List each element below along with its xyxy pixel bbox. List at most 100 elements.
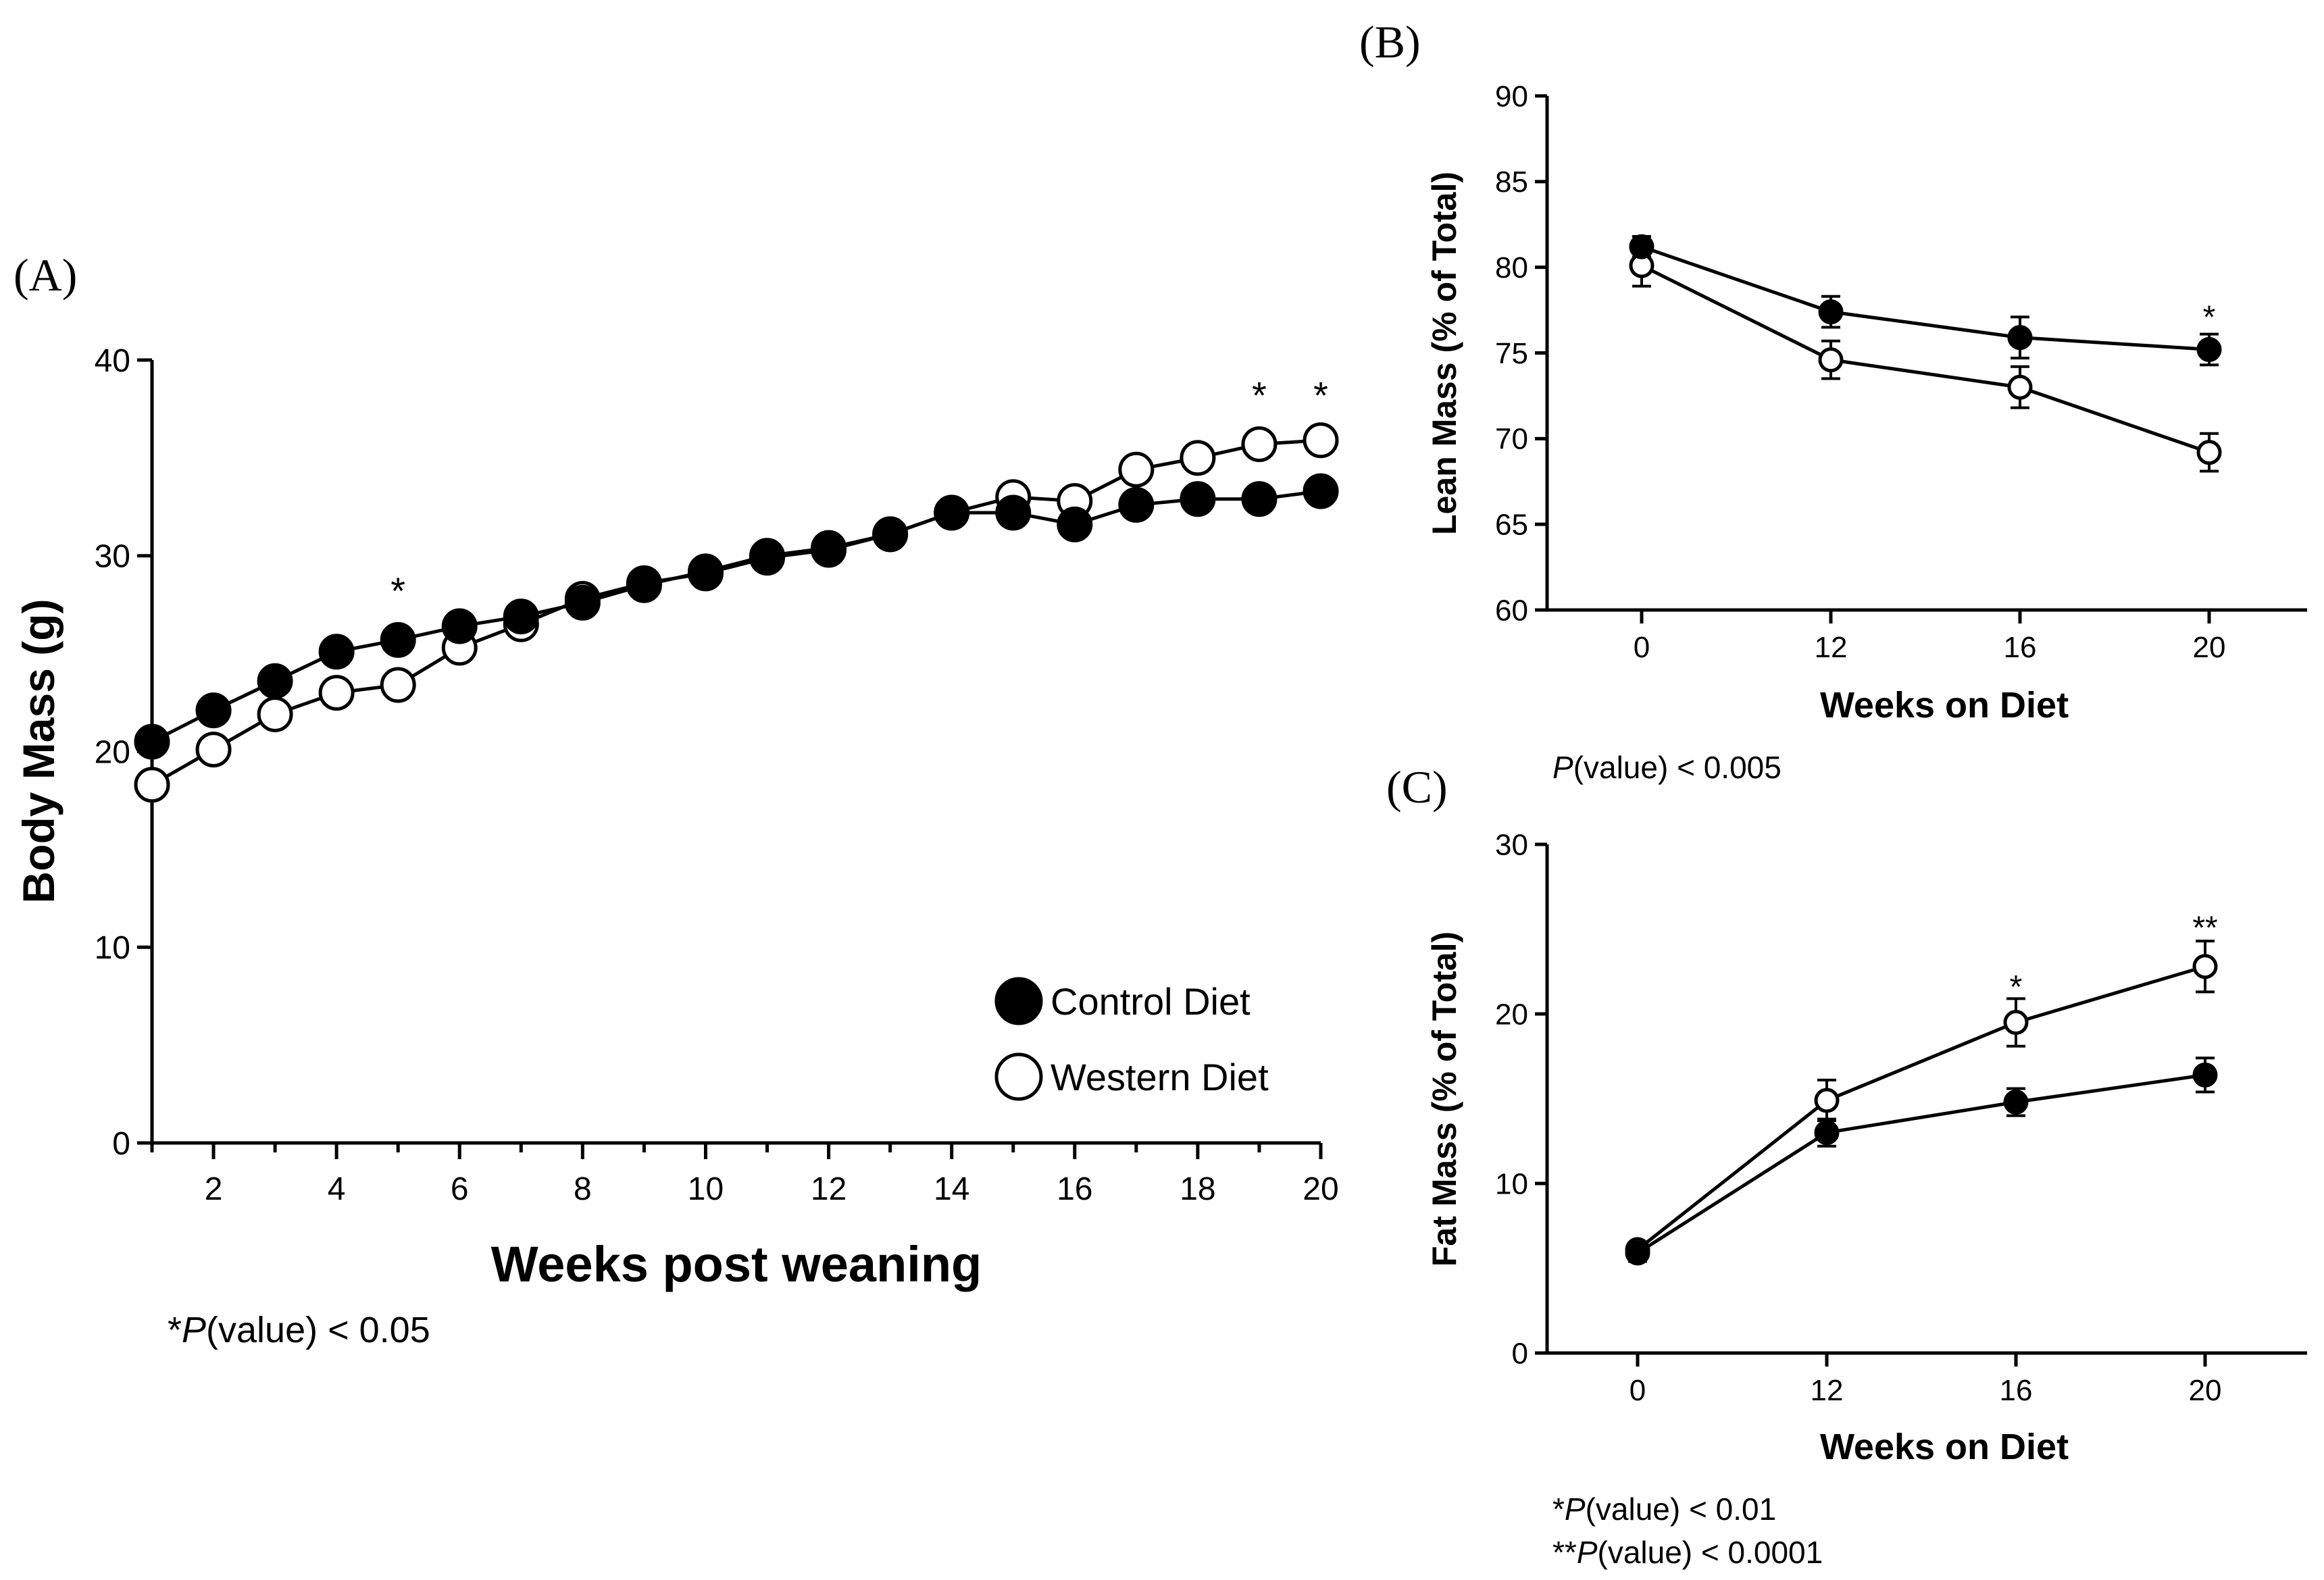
panel-b-footnote-suffix: (value) < 0.005 (1573, 750, 1782, 785)
panel-c-footnote-1-suffix: (value) < 0.01 (1586, 1492, 1777, 1527)
panel-c-x-ticks: 0 12 16 20 (1630, 1353, 2222, 1407)
panel-b-series-lines (1640, 245, 2210, 454)
panel-b-y-axis-title: Lean Mass (% of Total) (1425, 172, 1463, 535)
significance-marker-0: * (390, 569, 405, 612)
x-tick-label-4: 4 (328, 1171, 346, 1207)
marker-control-diet-1 (134, 723, 170, 760)
panel-c-markers (1625, 954, 2218, 1266)
x-tick-label-20: 20 (2189, 1374, 2222, 1407)
panel-c-x-axis-title: Weeks on Diet (1820, 1427, 2069, 1467)
x-tick-label-6: 6 (451, 1171, 469, 1207)
panel-a-y-ticks: 0 10 20 30 40 (95, 343, 152, 1162)
y-tick-label-70: 70 (1495, 423, 1528, 456)
panel-c-y-axis-title: Fat Mass (% of Total) (1425, 932, 1463, 1267)
panel-c-footnote-1: *P(value) < 0.01 (1552, 1492, 1776, 1527)
y-tick-label-30: 30 (95, 539, 130, 575)
y-tick-label-30: 30 (1495, 828, 1528, 861)
panel-b-x-ticks: 0 12 16 20 (1634, 610, 2226, 664)
panel-b-x-axis-title: Weeks on Diet (1820, 685, 2069, 725)
marker-western-diet-19 (1241, 426, 1278, 463)
panel-a-x-axis-title: Weeks post weaning (491, 1236, 982, 1292)
x-tick-label-14: 14 (934, 1171, 969, 1207)
x-tick-label-16: 16 (2004, 631, 2037, 664)
marker-control-diet-3 (2192, 1062, 2218, 1088)
panel-c-series-lines (1636, 965, 2206, 1255)
panel-b: (B) 60 65 70 75 80 85 90 0 12 16 20 * Lean Mass (… (1359, 16, 2307, 785)
panel-c-annotations: *** (2010, 910, 2218, 1005)
marker-western-diet-4 (318, 675, 355, 711)
panel-c-footnote-2-prefix: ** (1552, 1535, 1577, 1570)
marker-control-diet-9 (626, 567, 662, 603)
legend-label-western-diet: Western Diet (1051, 1056, 1269, 1098)
panel-a-footnote-prefix: * (168, 1310, 182, 1350)
panel-a-x-ticks: 2 4 6 8 10 12 14 16 18 20 (150, 1143, 1339, 1207)
panel-c-footnote-2-suffix: (value) < 0.0001 (1598, 1535, 1823, 1570)
marker-control-diet-19 (1241, 481, 1278, 517)
marker-control-diet-5 (380, 621, 416, 658)
y-tick-label-10: 10 (95, 930, 130, 966)
legend-label-control-diet: Control Diet (1051, 980, 1251, 1023)
x-tick-label-20: 20 (2193, 631, 2226, 664)
marker-western-diet-3 (257, 696, 293, 732)
panel-c-footnote-2: **P(value) < 0.0001 (1552, 1535, 1823, 1570)
panel-b-annotations: * (2203, 299, 2216, 335)
legend-entry-western-diet: Western Diet (994, 1052, 1269, 1101)
series-line-western-diet (1636, 965, 2206, 1251)
y-tick-label-20: 20 (1495, 998, 1528, 1031)
series-line-control-diet (1641, 245, 2210, 351)
marker-western-diet-2 (2007, 374, 2033, 400)
significance-marker-1: * (1252, 374, 1267, 416)
y-tick-label-65: 65 (1495, 509, 1528, 542)
marker-control-diet-11 (749, 538, 786, 574)
y-tick-label-0: 0 (1512, 1337, 1528, 1370)
marker-control-diet-0 (1625, 1240, 1650, 1266)
marker-western-diet-5 (380, 667, 416, 703)
marker-control-diet-4 (318, 634, 355, 670)
x-tick-label-20: 20 (1303, 1171, 1338, 1207)
marker-control-diet-10 (687, 553, 724, 590)
panel-c-footnote-1-p: P (1565, 1492, 1586, 1527)
x-tick-label-18: 18 (1180, 1171, 1215, 1207)
y-tick-label-20: 20 (95, 734, 130, 770)
marker-western-diet-3 (2192, 954, 2218, 979)
marker-western-diet-2 (195, 732, 232, 768)
marker-western-diet-1 (1814, 1088, 1840, 1113)
panel-a-footnote-suffix: (value) < 0.05 (206, 1310, 430, 1350)
series-line-control-diet (1636, 1073, 2206, 1255)
marker-control-diet-13 (872, 516, 909, 553)
marker-control-diet-0 (1629, 234, 1654, 259)
x-tick-label-16: 16 (2000, 1374, 2033, 1407)
x-tick-label-0: 0 (1630, 1374, 1646, 1407)
marker-control-diet-1 (1818, 299, 1844, 325)
panel-c-y-ticks: 0 10 20 30 (1495, 828, 1547, 1370)
y-tick-label-80: 80 (1495, 251, 1528, 284)
significance-marker-2: * (1313, 374, 1328, 416)
x-tick-label-10: 10 (688, 1171, 724, 1207)
series-line-western-diet (1640, 263, 2210, 454)
y-tick-label-10: 10 (1495, 1167, 1528, 1200)
panel-a-legend: Control Diet Western Diet (994, 977, 1269, 1101)
marker-western-diet-1 (1818, 347, 1844, 373)
panel-c-footnote-1-prefix: * (1552, 1492, 1565, 1527)
x-tick-label-8: 8 (574, 1171, 592, 1207)
marker-control-diet-1 (1814, 1120, 1840, 1146)
marker-control-diet-12 (811, 530, 847, 566)
significance-marker-1: ** (2192, 910, 2217, 946)
panel-a-label: (A) (14, 249, 77, 301)
panel-a-y-axis-title: Body Mass (g) (14, 598, 64, 903)
panel-b-y-ticks: 60 65 70 75 80 85 90 (1495, 80, 1547, 627)
marker-control-diet-8 (564, 584, 601, 621)
marker-western-diet-1 (134, 767, 170, 803)
y-tick-label-60: 60 (1495, 594, 1528, 627)
marker-control-diet-20 (1303, 473, 1339, 509)
y-tick-label-0: 0 (112, 1126, 130, 1162)
panel-a-footnote: *P(value) < 0.05 (168, 1310, 430, 1350)
panel-b-error-bars (1632, 235, 2219, 473)
significance-marker-0: * (2010, 969, 2023, 1005)
panel-b-label: (B) (1359, 16, 1421, 68)
marker-control-diet-16 (1057, 506, 1093, 542)
marker-control-diet-17 (1118, 486, 1155, 523)
marker-control-diet-6 (441, 608, 478, 644)
